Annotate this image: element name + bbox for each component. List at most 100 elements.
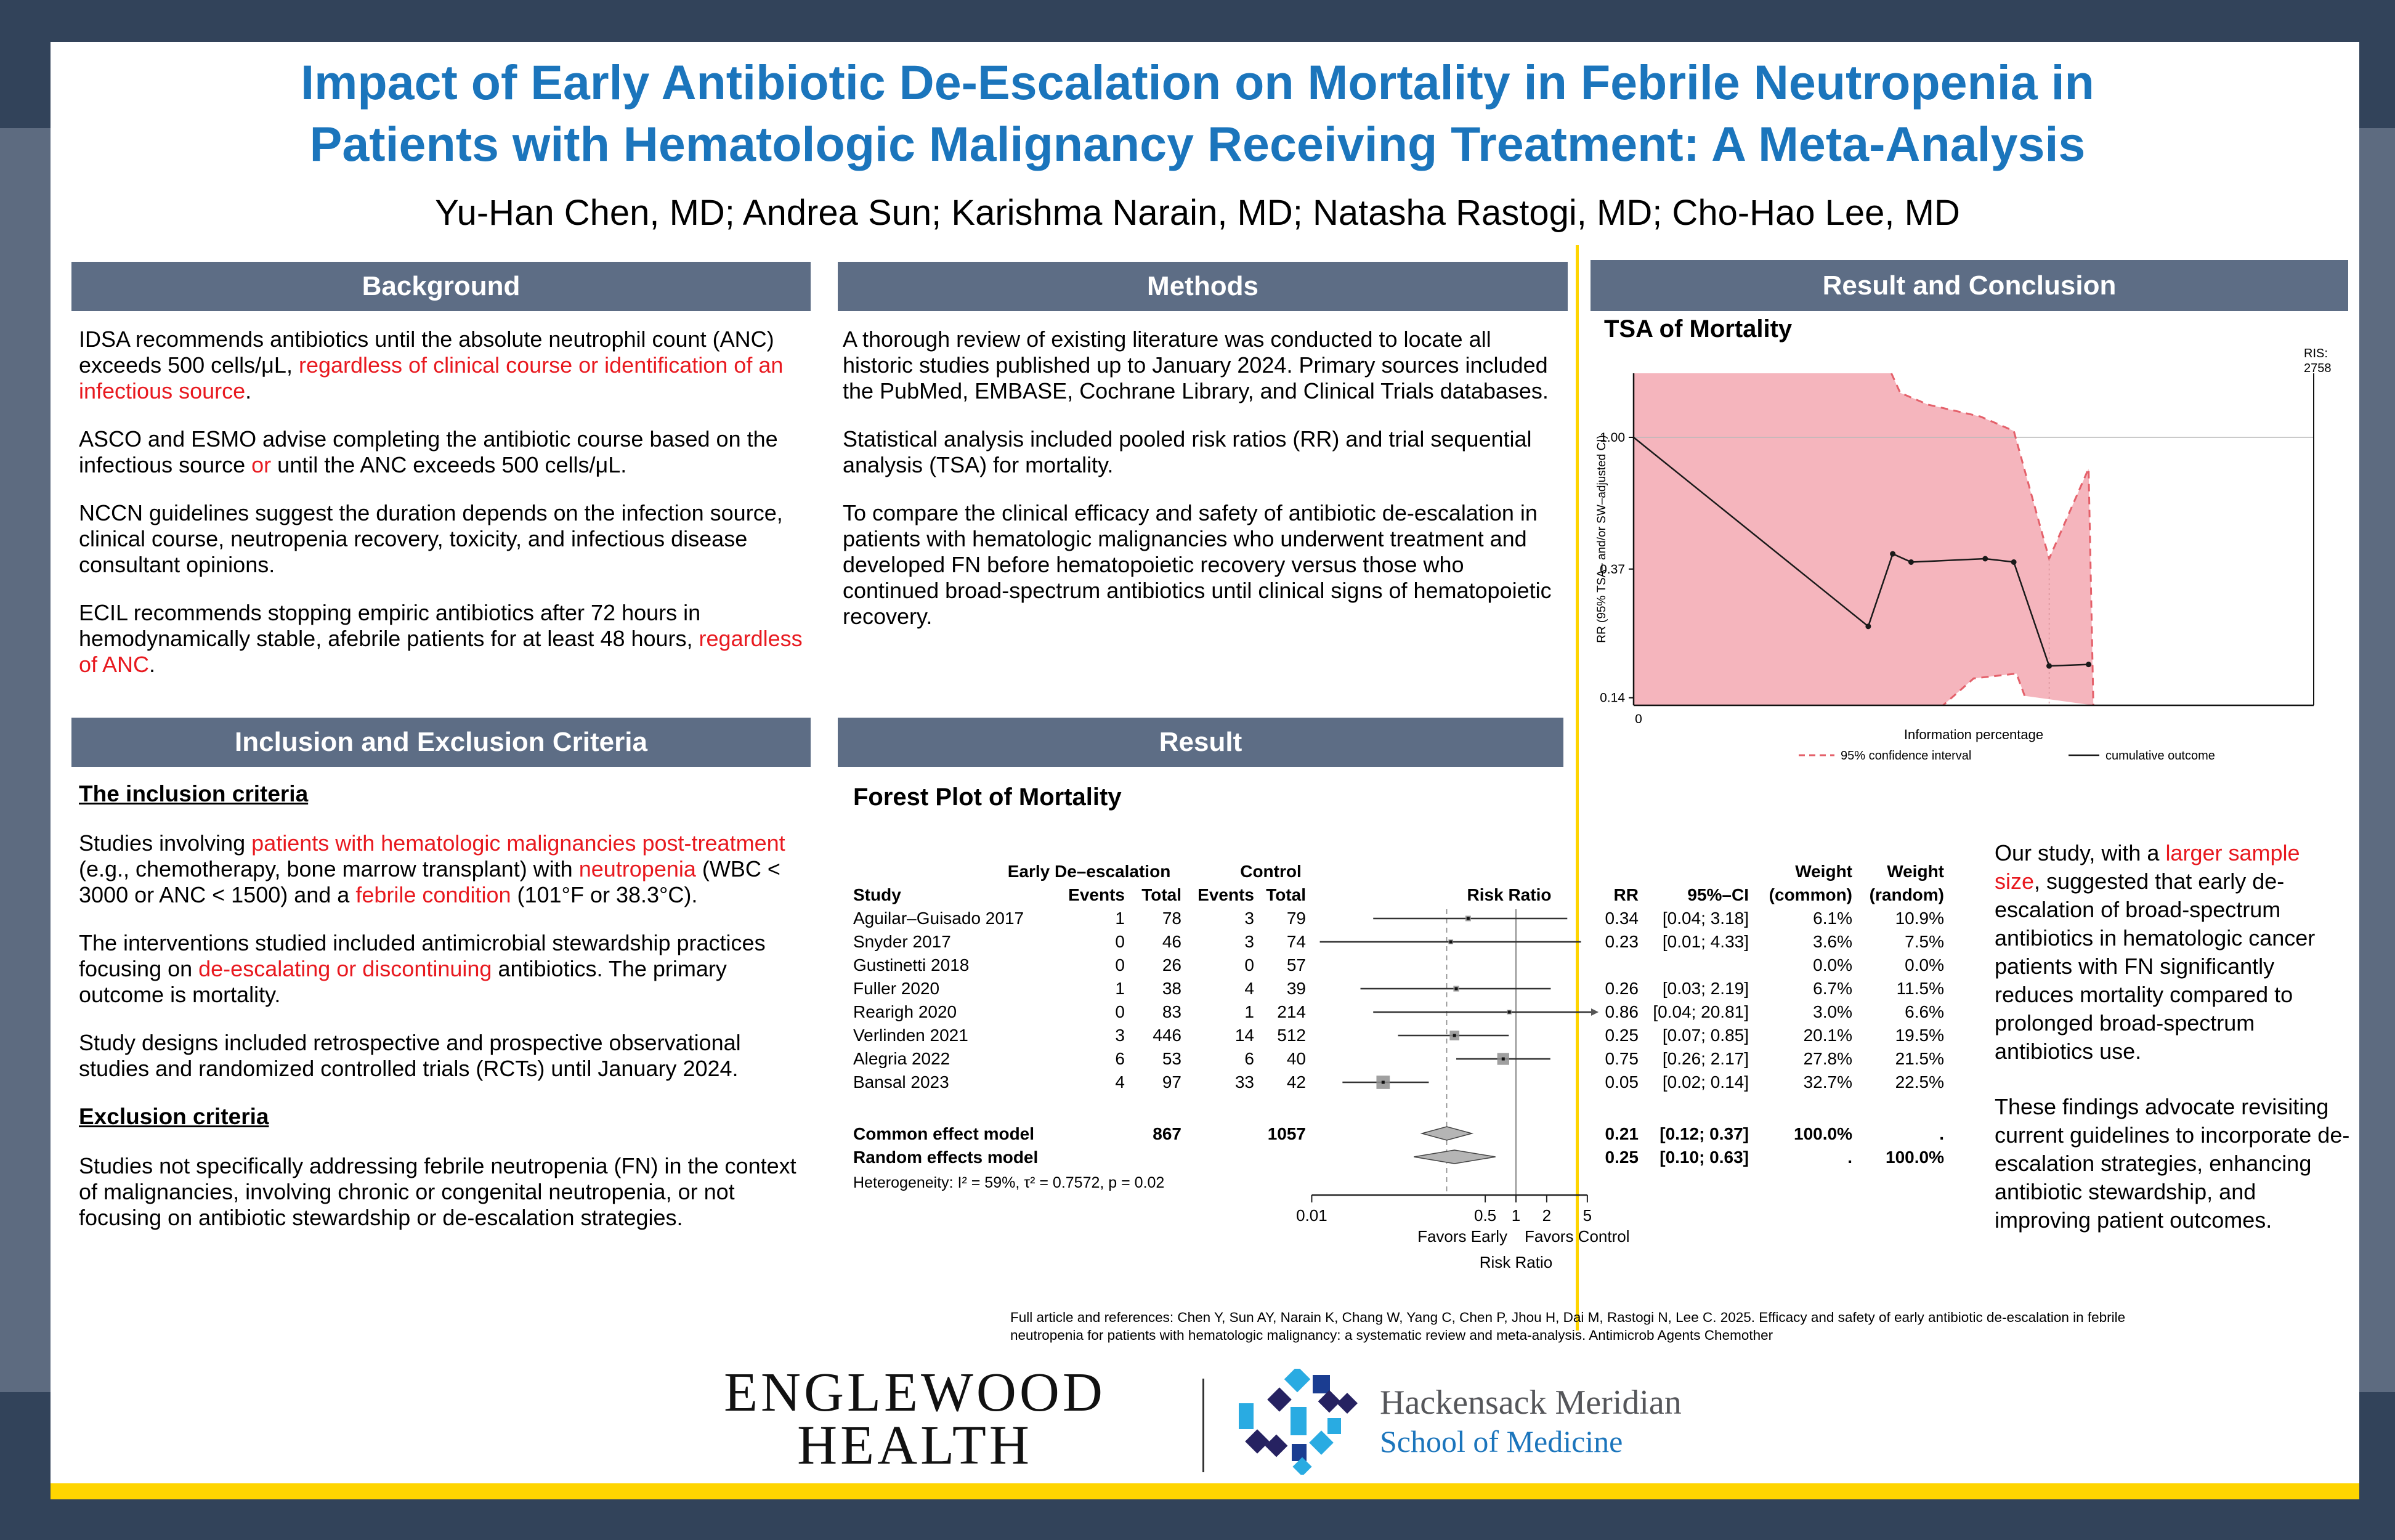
point-estimate-marker — [1453, 1034, 1456, 1037]
cell-value: 6 — [1115, 1049, 1125, 1068]
reference-text: Full article and references: Chen Y, Sun… — [1010, 1310, 2126, 1343]
cell-value: 22.5% — [1895, 1072, 1944, 1092]
hackensack-meridian-logo-icon — [1239, 1369, 1358, 1475]
top-band — [0, 0, 2395, 42]
highlighted-text: larger sample size — [1995, 840, 2300, 894]
poster-title-line1: Impact of Early Antibiotic De-Escalation… — [301, 55, 2094, 110]
pooled-cell-value: 0.25 — [1605, 1148, 1639, 1167]
point-estimate-marker — [1454, 987, 1458, 991]
study-label: Bansal 2023 — [853, 1072, 949, 1092]
x-axis-label: Risk Ratio — [1480, 1253, 1552, 1271]
favors-right-label: Favors Control — [1525, 1227, 1630, 1246]
y-axis-label: RR (95% TSA– and/or SW–adjusted CI) — [1595, 435, 1608, 643]
text-run: Statistical analysis included pooled ris… — [843, 426, 1532, 477]
study-label: Snyder 2017 — [853, 932, 951, 951]
text-run: (e.g., chemotherapy, bone marrow transpl… — [79, 856, 579, 881]
exclusion-criteria-heading: Exclusion criteria — [79, 1104, 269, 1129]
study-label: Alegria 2022 — [853, 1049, 950, 1068]
text-run: antibiotics. The primary outcome is mort… — [79, 956, 727, 1007]
cell-value: 38 — [1162, 979, 1181, 998]
ci-region — [1634, 373, 2094, 705]
cell-value: 214 — [1277, 1002, 1306, 1021]
cell-value: 0 — [1115, 932, 1125, 951]
cell-value: 0.26 — [1605, 979, 1639, 998]
col-header-rr: RR — [1614, 885, 1639, 904]
text-run: (101°F or 38.3°C). — [511, 882, 698, 907]
hackensack-meridian-logo-text: Hackensack Meridian School of Medicine — [1380, 1382, 1811, 1460]
highlighted-text: de-escalating or discontinuing — [198, 956, 492, 981]
pooled-total: 1057 — [1268, 1124, 1306, 1143]
cell-value: 3 — [1244, 909, 1254, 928]
hackensack-line1: Hackensack Meridian — [1380, 1384, 1682, 1422]
text-run: Studies not specifically addressing febr… — [79, 1153, 796, 1230]
text-run: . — [245, 378, 252, 403]
text-run: , suggested that early de-escalation of … — [1995, 869, 2316, 1064]
pooled-cell-value: 100.0% — [1886, 1148, 1944, 1167]
englewood-health-logo: ENGLEWOOD HEALTH — [678, 1362, 1152, 1476]
ci-border-lower — [1942, 672, 2026, 707]
origin-tick-label: 0 — [1635, 712, 1642, 726]
cell-value: [0.04; 20.81] — [1653, 1002, 1749, 1021]
cell-value: 21.5% — [1895, 1049, 1944, 1068]
cell-value: 46 — [1162, 932, 1181, 951]
cell-value: 27.8% — [1804, 1049, 1852, 1068]
englewood-logo-line1: ENGLEWOOD — [724, 1362, 1106, 1423]
col-header-study: Study — [853, 885, 901, 904]
criteria-header-bar: Inclusion and Exclusion Criteria — [71, 718, 811, 767]
cell-value: 33 — [1235, 1072, 1254, 1092]
study-label: Gustinetti 2018 — [853, 955, 969, 975]
text-run: . — [149, 652, 156, 677]
cell-value: 0.86 — [1605, 1002, 1639, 1021]
y-tick-label: 0.37 — [1600, 562, 1625, 577]
text-run: To compare the clinical efficacy and saf… — [843, 500, 1552, 629]
y-tick-label: 0.14 — [1600, 691, 1625, 705]
cell-value: 3.0% — [1813, 1002, 1852, 1021]
logo-divider — [1202, 1379, 1204, 1472]
tsa-chart: RIS: 2758 1.00 0.37 0.14 0 RR (95% TSA– and/or… — [1595, 347, 2332, 763]
paragraph: The interventions studied included antim… — [79, 930, 809, 1008]
cell-value: 39 — [1287, 979, 1306, 998]
text-run: NCCN guidelines suggest the duration dep… — [79, 500, 783, 577]
x-tick-label: 1 — [1512, 1206, 1520, 1225]
cell-value: 7.5% — [1905, 932, 1944, 951]
paragraph: IDSA recommends antibiotics until the ab… — [79, 326, 809, 404]
text-run: Our study, with a — [1995, 840, 2166, 865]
cumulative-outcome-line — [1633, 437, 2089, 667]
highlighted-text: regardless of ANC — [79, 626, 803, 677]
cell-value: 83 — [1162, 1002, 1181, 1021]
englewood-logo-line2: HEALTH — [797, 1415, 1032, 1476]
cell-value: 0.34 — [1605, 909, 1639, 928]
col-header: Events — [1068, 885, 1125, 904]
cell-value: 20.1% — [1804, 1026, 1852, 1045]
cell-value: [0.07; 0.85] — [1663, 1026, 1749, 1045]
cell-value: 446 — [1153, 1026, 1181, 1045]
study-label: Rearigh 2020 — [853, 1002, 957, 1021]
cell-value: 0.05 — [1605, 1072, 1639, 1092]
col-header-experimental: Early De–escalation — [1008, 862, 1171, 881]
study-label: Verlinden 2021 — [853, 1026, 968, 1045]
col-header-weight-common: (common) — [1769, 885, 1852, 904]
conclusion-text: Our study, with a larger sample size, su… — [1995, 839, 2351, 1262]
text-run: Studies involving — [79, 830, 252, 856]
col-header: Total — [1141, 885, 1181, 904]
x-axis-label: Information percentage — [1904, 727, 2043, 742]
methods-text: A thorough review of existing literature… — [843, 326, 1565, 652]
poster-title: Impact of Early Antibiotic De-Escalation… — [74, 52, 2321, 175]
exclusion-criteria-text: Studies not specifically addressing febr… — [79, 1153, 809, 1231]
x-tick-label: 2 — [1542, 1206, 1551, 1225]
cell-value: 78 — [1162, 909, 1181, 928]
text-run: Study designs included retrospective and… — [79, 1030, 741, 1081]
cell-value: 3 — [1244, 932, 1254, 951]
ci-arrow — [1591, 1008, 1599, 1016]
cell-value: 6 — [1244, 1049, 1254, 1068]
point-estimate-marker — [1507, 1010, 1511, 1014]
cumulative-outcome-point — [2086, 662, 2092, 668]
pooled-cell-value: . — [1847, 1148, 1852, 1167]
cell-value: 11.5% — [1897, 979, 1944, 998]
cell-value: [0.02; 0.14] — [1663, 1072, 1749, 1092]
cell-value: 4 — [1115, 1072, 1125, 1092]
pooled-model-label: Common effect model — [853, 1124, 1034, 1143]
paragraph: A thorough review of existing literature… — [843, 326, 1565, 404]
cell-value: 74 — [1287, 932, 1306, 951]
